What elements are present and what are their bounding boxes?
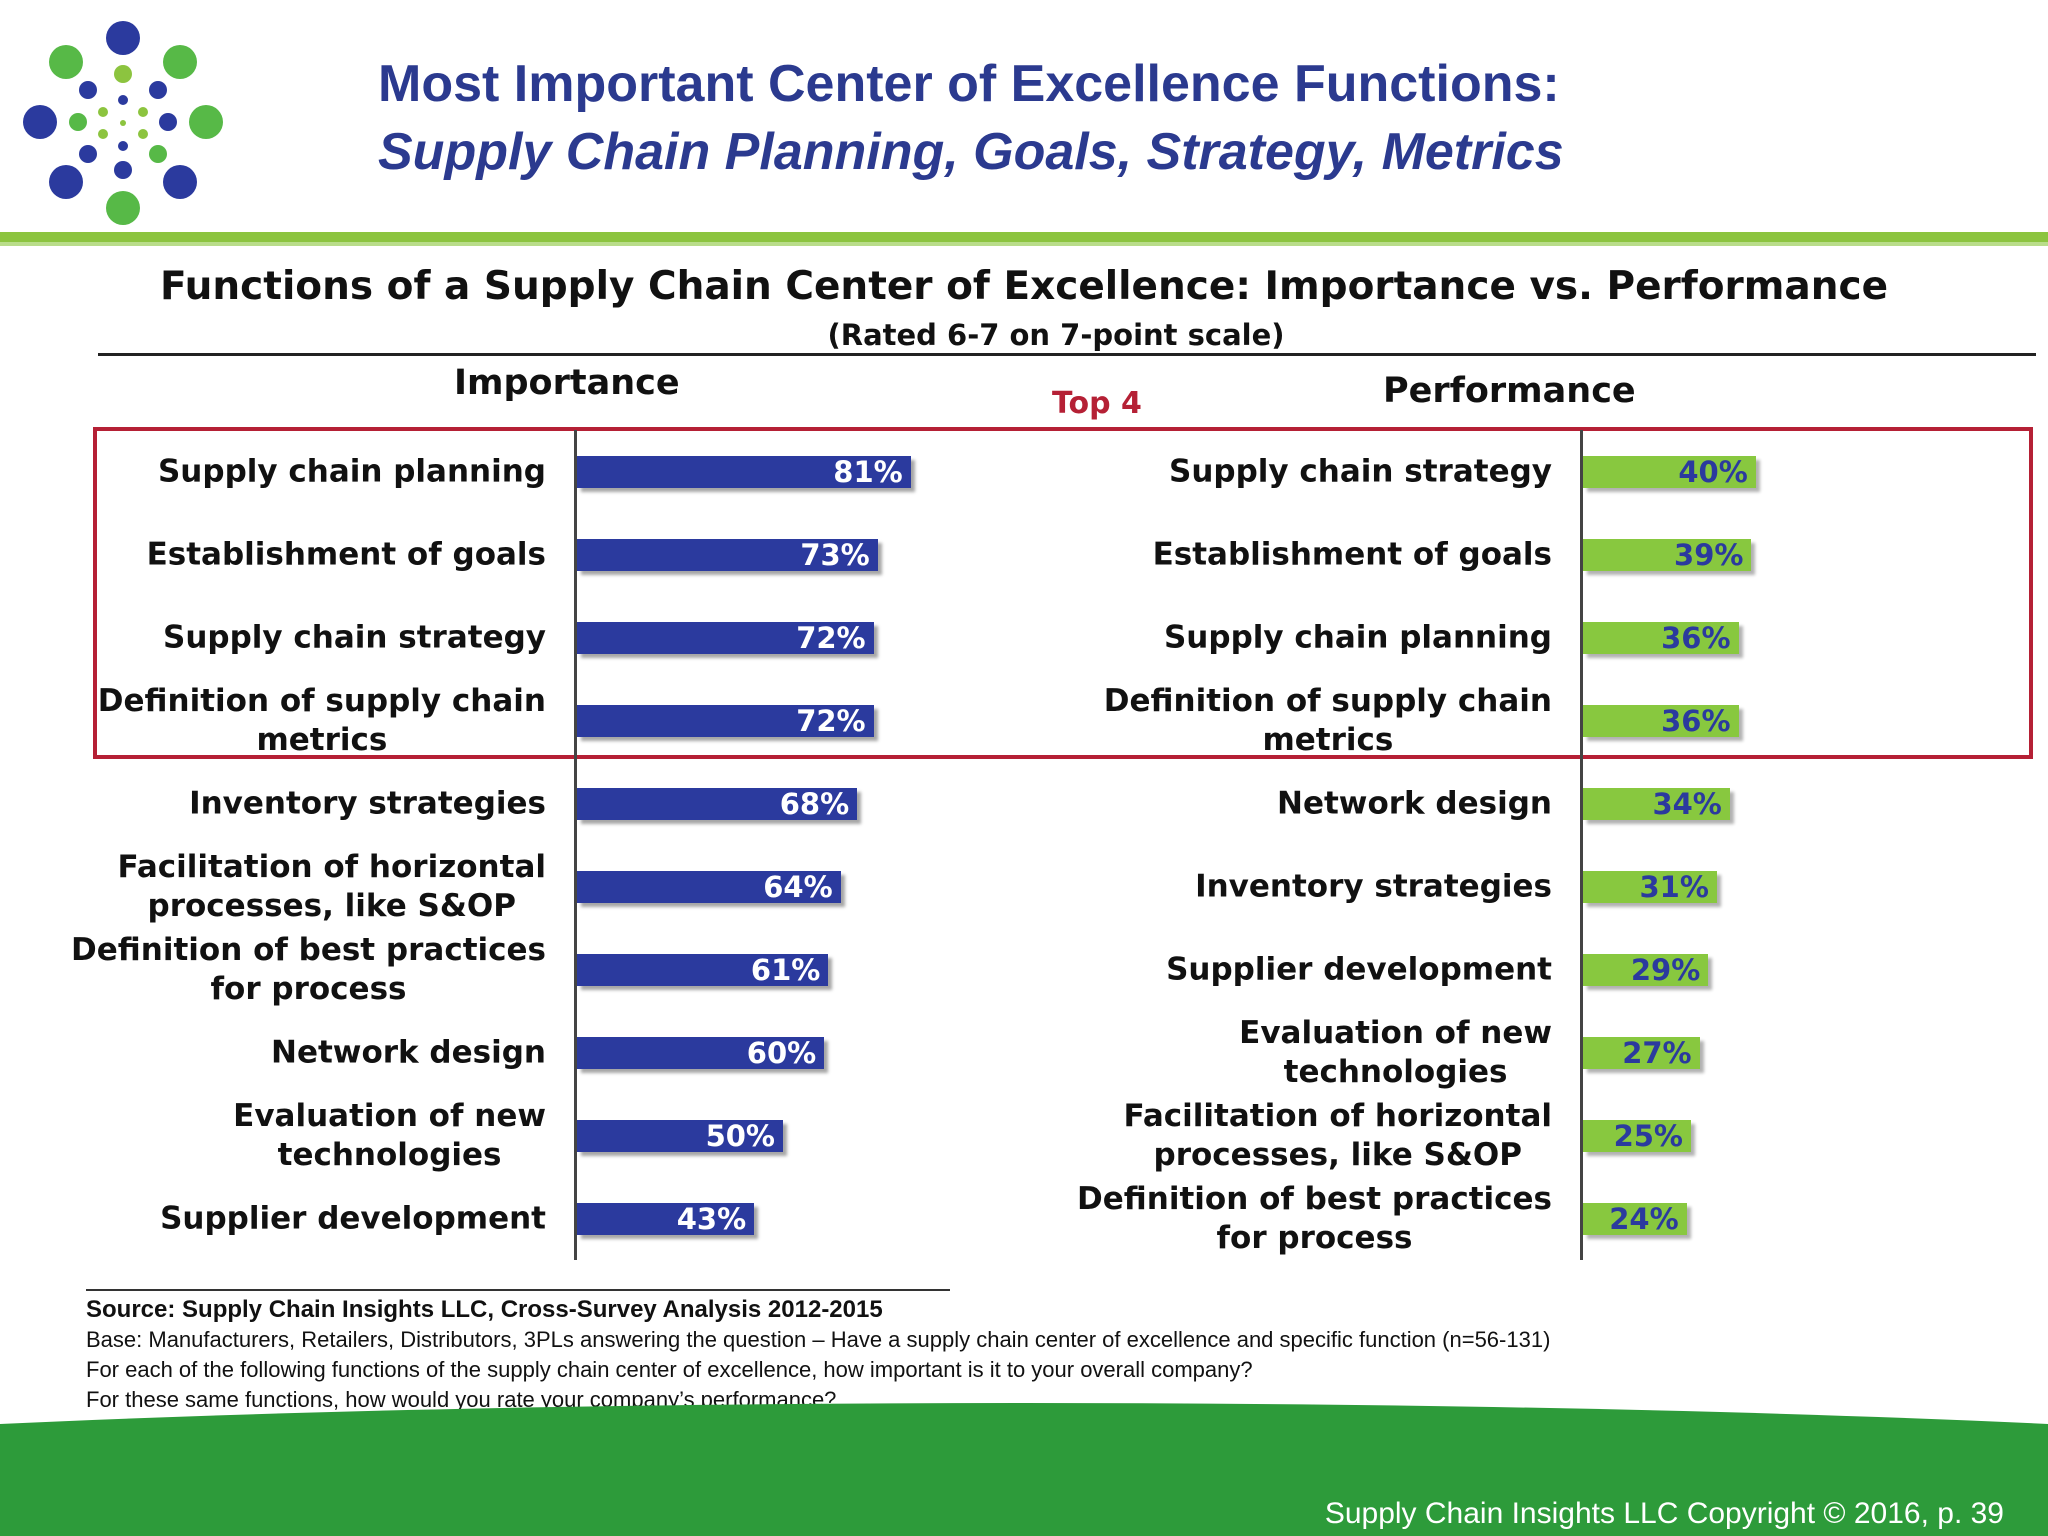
importance-category-label: Supplier development [160, 1200, 546, 1237]
chart-title-rule [98, 353, 2036, 356]
importance-category-label: Establishment of goals [146, 536, 546, 573]
performance-axis-line [1580, 430, 1583, 1260]
importance-value-label: 43% [676, 1202, 747, 1236]
performance-bar: 24% [1583, 1202, 1687, 1236]
importance-column-heading: Importance [454, 363, 680, 403]
importance-value-label: 60% [746, 1036, 817, 1070]
performance-category-label: Inventory strategies [1195, 868, 1552, 905]
importance-bar: 61% [577, 953, 829, 987]
slide-title-line2: Supply Chain Planning, Goals, Strategy, … [378, 123, 1564, 181]
importance-value-label: 72% [796, 621, 866, 655]
performance-category-label: Definition of best practices for process [1077, 1181, 1552, 1256]
performance-bar: 31% [1583, 870, 1717, 904]
importance-category-label: Facilitation of horizontal processes, lik… [117, 849, 546, 924]
importance-bar: 50% [577, 1119, 783, 1153]
importance-category-label: Network design [271, 1034, 546, 1071]
performance-bar: 36% [1583, 621, 1739, 655]
copyright-text: Supply Chain Insights LLC Copyright © 20… [1324, 1497, 2004, 1530]
performance-value-label: 27% [1622, 1036, 1692, 1070]
performance-bar: 29% [1583, 953, 1709, 987]
importance-bar: 68% [577, 787, 858, 821]
performance-column-heading: Performance [1383, 371, 1636, 411]
importance-bar: 81% [577, 455, 911, 489]
importance-category-label: Supply chain strategy [163, 619, 546, 656]
importance-category-label: Inventory strategies [189, 785, 546, 822]
base-line: Base: Manufacturers, Retailers, Distribu… [86, 1327, 1551, 1352]
performance-value-label: 36% [1661, 621, 1731, 655]
performance-category-label: Establishment of goals [1152, 536, 1552, 573]
top4-label: Top 4 [1052, 386, 1142, 421]
slide-title-line1: Most Important Center of Excellence Func… [378, 55, 1560, 113]
performance-category-label: Evaluation of new technologies [1239, 1015, 1552, 1090]
performance-value-label: 25% [1613, 1119, 1683, 1153]
importance-category-label: Supply chain planning [157, 453, 546, 490]
performance-bar: 34% [1583, 787, 1730, 821]
importance-value-label: 68% [779, 787, 850, 821]
performance-category-label: Supplier development [1166, 951, 1552, 988]
performance-value-label: 24% [1609, 1202, 1679, 1236]
performance-category-label: Facilitation of horizontal processes, lik… [1123, 1098, 1552, 1173]
importance-bar: 43% [577, 1202, 755, 1236]
importance-value-label: 61% [750, 953, 821, 987]
header-divider [0, 232, 2048, 242]
performance-bar: 25% [1583, 1119, 1691, 1153]
importance-category-label: Definition of supply chain metrics [97, 683, 546, 758]
importance-value-label: 64% [763, 870, 833, 904]
performance-category-label: Network design [1277, 785, 1552, 822]
performance-value-label: 29% [1630, 953, 1701, 987]
importance-category-label: Evaluation of new technologies [233, 1098, 546, 1173]
question-importance-line: For each of the following functions of t… [86, 1357, 1253, 1382]
chart-title: Functions of a Supply Chain Center of Ex… [159, 264, 1889, 309]
performance-value-label: 34% [1652, 787, 1722, 821]
importance-category-label: Definition of best practices for process [71, 932, 546, 1007]
importance-axis-line [574, 430, 577, 1260]
source-notes: Source: Supply Chain Insights LLC, Cross… [86, 1295, 1550, 1415]
importance-value-label: 72% [796, 704, 866, 738]
performance-value-label: 39% [1674, 538, 1744, 572]
footer-band [0, 1403, 2048, 1536]
performance-bar: 27% [1583, 1036, 1700, 1070]
performance-category-label: Supply chain planning [1163, 619, 1552, 656]
performance-value-label: 36% [1661, 704, 1731, 738]
source-line: Source: Supply Chain Insights LLC, Cross… [86, 1296, 883, 1323]
importance-bar: 72% [577, 621, 874, 655]
performance-value-label: 40% [1678, 455, 1748, 489]
header-divider-light [0, 242, 2048, 246]
chart-subtitle: (Rated 6-7 on 7-point scale) [827, 318, 1285, 352]
slide-title: Most Important Center of Excellence Func… [378, 50, 1564, 186]
importance-value-label: 50% [705, 1119, 775, 1153]
performance-category-label: Supply chain strategy [1169, 453, 1552, 490]
top4-highlight-box [93, 427, 2033, 759]
performance-category-label: Definition of supply chain metrics [1103, 683, 1552, 758]
performance-value-label: 31% [1639, 870, 1709, 904]
importance-bar: 73% [577, 538, 878, 572]
performance-bar: 36% [1583, 704, 1739, 738]
importance-bar: 60% [577, 1036, 825, 1070]
importance-value-label: 73% [800, 538, 870, 572]
source-rule [86, 1289, 950, 1291]
company-logo-icon [23, 21, 223, 225]
performance-bar: 40% [1583, 455, 1756, 489]
performance-bar: 39% [1583, 538, 1752, 572]
importance-bar: 72% [577, 704, 874, 738]
importance-bar: 64% [577, 870, 841, 904]
importance-value-label: 81% [833, 455, 903, 489]
